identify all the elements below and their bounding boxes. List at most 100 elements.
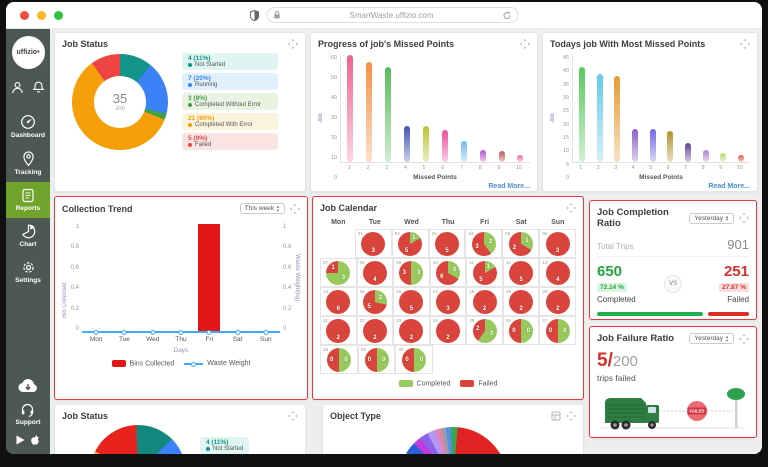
calendar-day-cell[interactable]: 21 2	[320, 316, 357, 345]
calendar-day-cell[interactable]: 20 2	[539, 287, 577, 316]
bar[interactable]	[517, 154, 524, 162]
address-bar[interactable]: SmartWaste.uffizio.com	[266, 7, 519, 23]
calendar-day-cell[interactable]: 01 3	[354, 229, 392, 258]
svg-text:FAILED: FAILED	[690, 409, 705, 414]
expand-icon[interactable]	[520, 39, 530, 49]
expand-icon[interactable]	[739, 213, 749, 223]
browser-chrome: SmartWaste.uffizio.com	[6, 2, 762, 29]
cloud-download-icon[interactable]	[17, 378, 39, 394]
widget-job-completion-ratio: Job Completion Ratio Yesterday ▲ ▼ Total …	[589, 200, 757, 320]
bar[interactable]	[498, 151, 505, 162]
waste-weight-point	[93, 330, 99, 335]
missed-progress-bar-chart[interactable]: Job 0 10 20 30 40 50 60 1 2 3 4 5 6 7 8 9 10 Missed Poi…	[318, 49, 530, 181]
bar[interactable]	[385, 67, 392, 162]
range-dropdown[interactable]: This week ▲ ▼	[239, 203, 285, 214]
truck-illustration: FAILED	[597, 385, 749, 435]
job-status-pie-chart[interactable]	[90, 425, 186, 454]
bar[interactable]	[404, 126, 411, 162]
calendar-day-cell[interactable]: 24 2	[429, 316, 467, 345]
minimize-window-button[interactable]	[37, 10, 46, 20]
expand-icon[interactable]	[288, 411, 298, 421]
expand-icon[interactable]	[566, 411, 576, 421]
sidebar-item-support[interactable]: Support	[16, 402, 40, 426]
sidebar-item-tracking[interactable]: Tracking	[6, 145, 50, 182]
sidebar-item-chart[interactable]: Chart	[6, 218, 50, 254]
bar[interactable]	[702, 150, 709, 162]
missed-today-bar-chart[interactable]: Job 0 5 10 15 20 25 30 35 40 45 1 2 3 4 5 6 7 8 9 10 Misse…	[550, 49, 750, 181]
apple-icon[interactable]	[30, 434, 40, 446]
legend-chip: 4 (11%) Not Started	[182, 53, 278, 70]
bar[interactable]	[649, 128, 656, 162]
calendar-day-cell[interactable]: 12 5	[502, 258, 540, 287]
object-type-pie-chart[interactable]	[398, 427, 508, 454]
legend-chip: 21 (60%) Completed With Error	[182, 113, 278, 130]
close-window-button[interactable]	[20, 10, 29, 20]
bar[interactable]	[631, 128, 638, 162]
read-more-link[interactable]: Read More...	[488, 183, 530, 190]
user-icon[interactable]	[11, 81, 24, 94]
expand-icon[interactable]	[566, 203, 576, 213]
bins-collected-bar[interactable]	[198, 224, 221, 332]
zoom-window-button[interactable]	[54, 10, 63, 20]
expand-icon[interactable]	[290, 203, 300, 214]
bar[interactable]	[614, 76, 621, 162]
read-more-link[interactable]: Read More...	[708, 183, 750, 190]
reload-icon[interactable]	[503, 11, 512, 20]
bar[interactable]	[460, 140, 467, 162]
google-play-icon[interactable]	[16, 435, 25, 445]
calendar-day-cell[interactable]: 17 3	[429, 287, 467, 316]
bar[interactable]	[667, 131, 674, 162]
bar[interactable]	[347, 55, 354, 162]
widget-job-status-2: Job Status 4 (11%) Not Started	[54, 404, 306, 454]
calendar-day-cell[interactable]: 14 6	[320, 287, 357, 316]
bar[interactable]	[423, 126, 429, 162]
bar[interactable]	[596, 74, 603, 162]
bar[interactable]	[441, 129, 448, 162]
bar[interactable]	[366, 62, 373, 162]
calendar-day-cell[interactable]: 16 5	[393, 287, 430, 316]
bar[interactable]	[738, 154, 745, 162]
bar[interactable]	[578, 66, 585, 162]
green-sign	[727, 388, 745, 400]
range-dropdown[interactable]: Yesterday ▲ ▼	[689, 212, 734, 224]
calendar-day-cell[interactable]: 19 2	[502, 287, 540, 316]
calendar-day-cell[interactable]: 06 3	[539, 229, 577, 258]
bar[interactable]	[684, 142, 691, 162]
collection-trend-chart[interactable]: Bin Collected 0 0.2 0.4 0.6 0.8 1 Mon Tue Wed Th…	[62, 224, 300, 354]
data-table-icon[interactable]	[551, 411, 561, 421]
calendar-day-cell[interactable]: 03 5	[428, 229, 466, 258]
calendar-day-cell[interactable]: 18 2	[466, 287, 503, 316]
expand-icon[interactable]	[739, 333, 749, 344]
bell-icon[interactable]	[32, 81, 45, 94]
bar[interactable]	[479, 149, 486, 162]
expand-icon[interactable]	[288, 39, 298, 49]
sidebar-item-reports[interactable]: Reports	[6, 182, 50, 218]
headset-icon	[22, 403, 34, 417]
expand-icon[interactable]	[740, 39, 750, 49]
calendar-day-cell[interactable]: 08 4	[356, 258, 394, 287]
calendar-day-cell[interactable]: 13 4	[539, 258, 577, 287]
bar[interactable]	[720, 152, 727, 162]
range-dropdown[interactable]: Yesterday ▲ ▼	[689, 333, 734, 344]
sidebar-item-dashboard[interactable]: Dashboard	[6, 108, 50, 145]
widget-title: Job Calendar	[320, 203, 378, 213]
calendar-day-cell[interactable]: 23 2	[393, 316, 430, 345]
job-status-donut-chart[interactable]: 35 Job	[72, 53, 168, 150]
calendar-day-cell[interactable]: 22 2	[356, 316, 394, 345]
sidebar-item-settings[interactable]: Settings	[6, 254, 50, 290]
